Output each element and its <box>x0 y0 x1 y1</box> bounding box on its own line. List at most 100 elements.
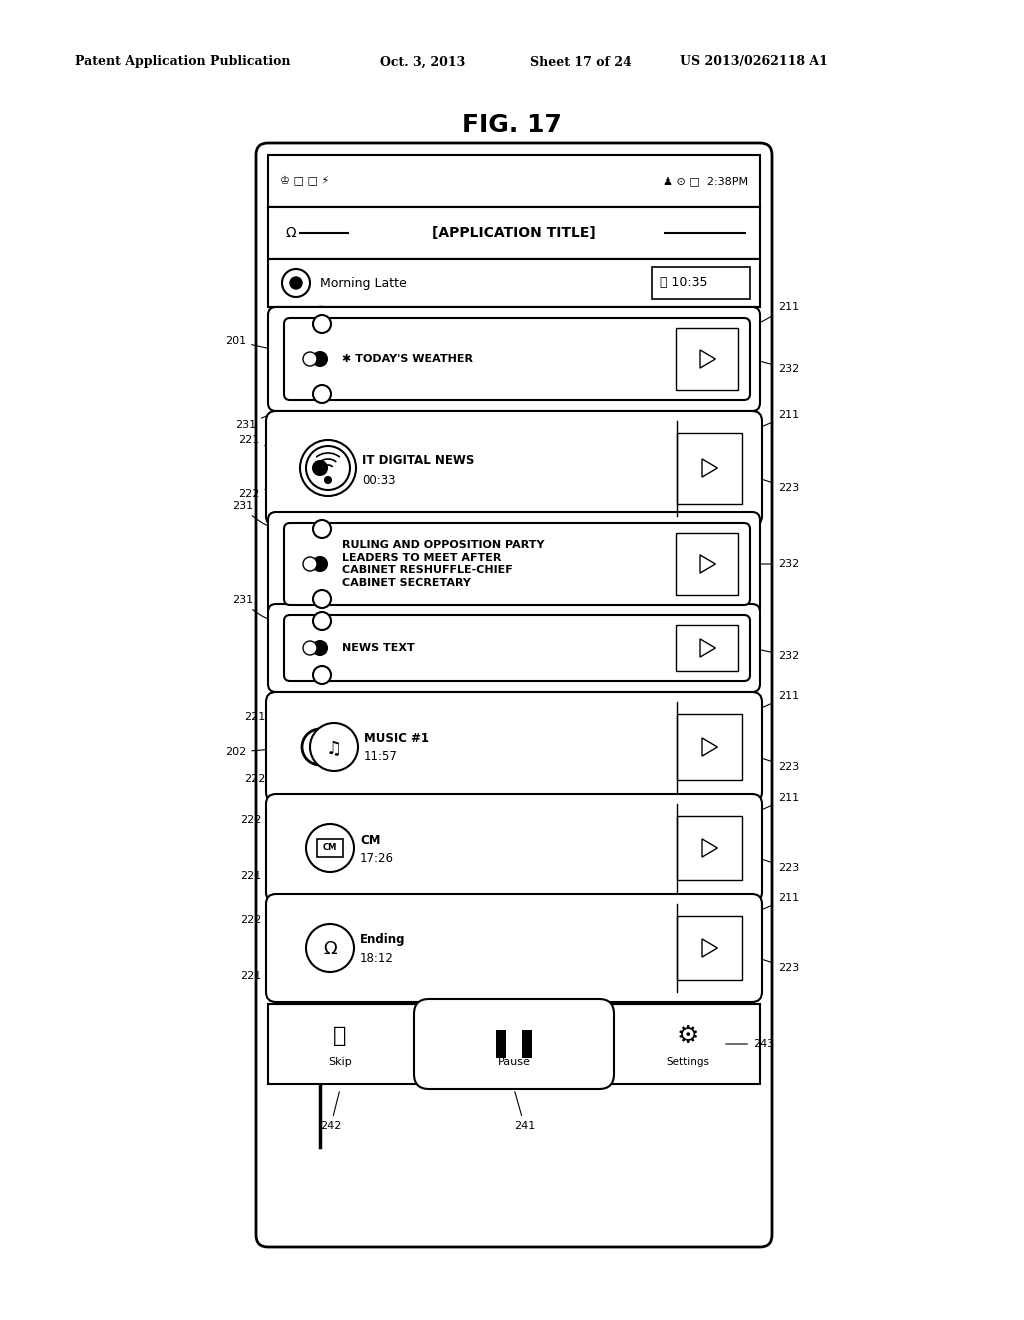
FancyBboxPatch shape <box>284 318 750 400</box>
Text: ⏩: ⏩ <box>334 1026 347 1045</box>
Text: 221: 221 <box>240 861 303 880</box>
Text: 11:57: 11:57 <box>364 751 398 763</box>
Text: ♫: ♫ <box>326 741 342 758</box>
Text: 241: 241 <box>514 1092 536 1131</box>
Text: Skip: Skip <box>328 1057 352 1067</box>
Circle shape <box>306 824 354 873</box>
FancyBboxPatch shape <box>266 692 762 803</box>
Text: 242: 242 <box>319 1092 341 1131</box>
Text: 202: 202 <box>225 747 299 756</box>
Text: Ending: Ending <box>360 933 406 946</box>
Text: Sheet 17 of 24: Sheet 17 of 24 <box>530 55 632 69</box>
Circle shape <box>303 642 317 655</box>
Text: 223: 223 <box>755 857 800 873</box>
Bar <box>677 433 742 504</box>
Bar <box>676 327 738 389</box>
Text: Ω: Ω <box>324 940 337 958</box>
Text: 211: 211 <box>755 411 799 430</box>
Text: 211: 211 <box>755 690 799 711</box>
Circle shape <box>313 590 331 609</box>
Text: 18:12: 18:12 <box>360 952 394 965</box>
Text: 221: 221 <box>244 711 307 737</box>
Text: US 2013/0262118 A1: US 2013/0262118 A1 <box>680 55 827 69</box>
Polygon shape <box>700 350 716 368</box>
Bar <box>317 840 343 857</box>
Text: CM: CM <box>360 833 381 846</box>
Text: NEWS TEXT: NEWS TEXT <box>342 643 415 653</box>
Bar <box>496 1030 506 1059</box>
Text: 231: 231 <box>232 502 312 532</box>
Text: [APPLICATION TITLE]: [APPLICATION TITLE] <box>432 226 596 240</box>
Text: 231: 231 <box>232 595 312 624</box>
Text: RULING AND OPPOSITION PARTY
LEADERS TO MEET AFTER
CABINET RESHUFFLE-CHIEF
CABINE: RULING AND OPPOSITION PARTY LEADERS TO M… <box>342 540 545 587</box>
FancyBboxPatch shape <box>268 605 760 692</box>
FancyBboxPatch shape <box>266 795 762 902</box>
Text: Morning Latte: Morning Latte <box>319 276 407 289</box>
Circle shape <box>313 385 331 403</box>
Text: 221: 221 <box>238 436 297 457</box>
Text: IT DIGITAL NEWS: IT DIGITAL NEWS <box>362 454 474 466</box>
Text: 222: 222 <box>238 480 297 499</box>
Text: 243: 243 <box>726 1039 774 1049</box>
FancyBboxPatch shape <box>256 143 772 1247</box>
Circle shape <box>313 520 331 539</box>
Circle shape <box>303 557 317 572</box>
Circle shape <box>300 440 356 496</box>
Text: Settings: Settings <box>667 1057 710 1067</box>
Text: CM: CM <box>323 843 337 853</box>
Text: 211: 211 <box>755 894 799 913</box>
Text: 231: 231 <box>234 396 312 430</box>
Text: ⏰ 10:35: ⏰ 10:35 <box>660 276 708 289</box>
Bar <box>522 1030 532 1059</box>
Circle shape <box>310 939 330 958</box>
Bar <box>676 624 738 671</box>
Circle shape <box>313 352 327 366</box>
Bar <box>652 267 750 300</box>
Polygon shape <box>702 939 718 957</box>
Circle shape <box>325 477 331 483</box>
Text: ♔ □ □ ⚡: ♔ □ □ ⚡ <box>280 176 330 186</box>
FancyBboxPatch shape <box>268 512 760 616</box>
Text: ♟ ⊙ □  2:38PM: ♟ ⊙ □ 2:38PM <box>663 176 748 186</box>
Text: 222: 222 <box>240 915 303 937</box>
Text: 232: 232 <box>755 558 800 569</box>
Text: ✱ TODAY'S WEATHER: ✱ TODAY'S WEATHER <box>342 354 473 364</box>
Circle shape <box>303 352 317 366</box>
Text: 222: 222 <box>244 764 307 784</box>
Circle shape <box>313 667 331 684</box>
Text: FIG. 17: FIG. 17 <box>462 114 562 137</box>
Bar <box>677 714 742 780</box>
Text: 223: 223 <box>755 957 800 973</box>
Text: 223: 223 <box>755 756 800 772</box>
Bar <box>268 154 760 207</box>
FancyBboxPatch shape <box>266 894 762 1002</box>
Text: MUSIC #1: MUSIC #1 <box>364 733 429 746</box>
Circle shape <box>306 924 354 972</box>
Circle shape <box>313 461 327 475</box>
Text: 222: 222 <box>240 814 303 837</box>
FancyBboxPatch shape <box>266 411 762 525</box>
Polygon shape <box>700 554 716 573</box>
Bar <box>268 259 760 308</box>
Bar <box>676 533 738 595</box>
Bar <box>677 816 742 880</box>
Text: 211: 211 <box>755 302 799 326</box>
Circle shape <box>313 557 327 572</box>
Bar <box>268 1005 760 1084</box>
Text: Patent Application Publication: Patent Application Publication <box>75 55 291 69</box>
FancyBboxPatch shape <box>268 308 760 411</box>
Text: 232: 232 <box>755 648 800 661</box>
Circle shape <box>290 277 302 289</box>
Circle shape <box>313 642 327 655</box>
FancyBboxPatch shape <box>414 999 614 1089</box>
Circle shape <box>310 723 358 771</box>
Text: 17:26: 17:26 <box>360 851 394 865</box>
Polygon shape <box>702 459 718 477</box>
Circle shape <box>302 729 338 766</box>
Bar <box>268 207 760 259</box>
Polygon shape <box>700 639 716 657</box>
Polygon shape <box>702 840 718 857</box>
Text: 221: 221 <box>240 961 303 981</box>
Bar <box>677 916 742 979</box>
FancyBboxPatch shape <box>284 523 750 605</box>
